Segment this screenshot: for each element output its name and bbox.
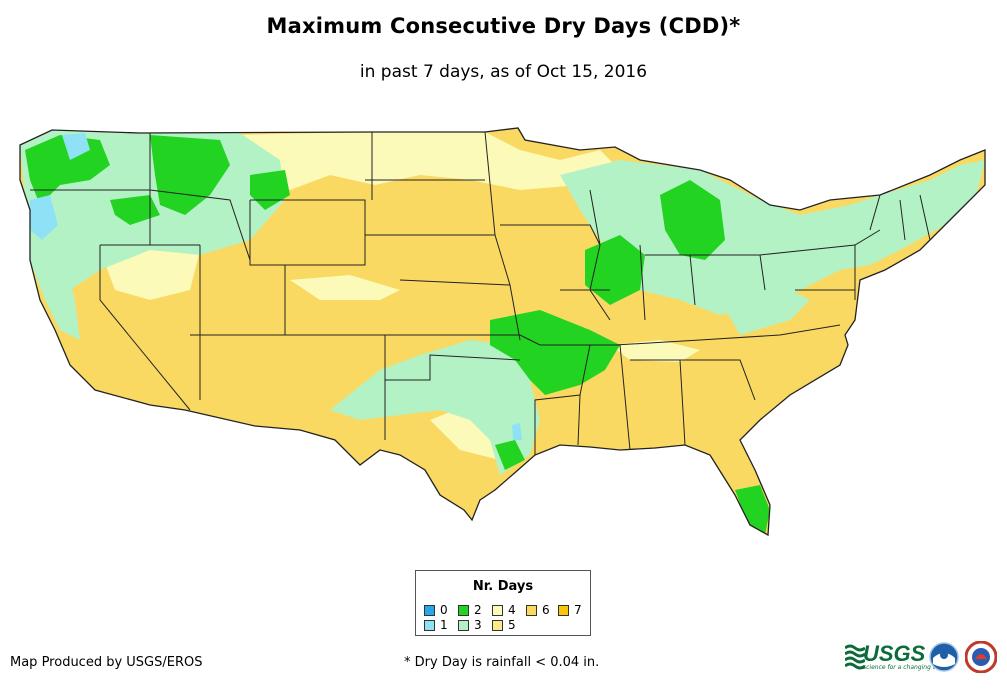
state-borders xyxy=(19,127,986,537)
usgs-logo-icon xyxy=(845,644,865,670)
zone-2-florida xyxy=(735,485,770,535)
legend-label: 5 xyxy=(508,618,516,632)
cdd-zones xyxy=(20,130,985,535)
legend-item-6: 6 xyxy=(526,604,550,616)
legend-swatch xyxy=(458,604,469,616)
zone-2-texas-coast xyxy=(495,440,525,470)
zone-1-louisiana xyxy=(512,423,522,440)
zone-4-colorado xyxy=(290,275,400,300)
legend-swatch xyxy=(492,619,503,631)
legend-swatch xyxy=(492,604,503,616)
legend-label: 3 xyxy=(474,618,482,632)
zone-1-oregon-coast xyxy=(30,195,58,240)
legend-label: 7 xyxy=(574,603,582,617)
legend-label: 6 xyxy=(542,603,550,617)
legend-swatch xyxy=(424,604,435,616)
legend-swatch xyxy=(424,619,435,631)
map-credit: Map Produced by USGS/EROS xyxy=(10,655,203,670)
legend-item-3: 3 xyxy=(458,619,482,631)
usgs-tagline: science for a changing world xyxy=(863,664,950,671)
noaa-logo-icon xyxy=(929,642,959,672)
legend-item-0: 0 xyxy=(424,604,448,616)
legend-title: Nr. Days xyxy=(472,579,534,594)
legend-item-4: 4 xyxy=(492,604,516,616)
zone-2-oregon xyxy=(110,195,160,225)
zone-3-appalachia xyxy=(720,285,810,335)
dry-day-footnote: * Dry Day is rainfall < 0.04 in. xyxy=(404,655,600,670)
legend-label: 1 xyxy=(440,618,448,632)
legend-item-2: 2 xyxy=(458,604,482,616)
usgs-logo-text: USGS xyxy=(863,641,926,666)
legend-item-1: 1 xyxy=(424,619,448,631)
zone-2-illinois xyxy=(585,235,645,305)
legend-swatch xyxy=(458,619,469,631)
zone-2-idaho-montana xyxy=(150,135,230,215)
legend-item-7: 7 xyxy=(558,604,582,616)
zone-2-arkansas xyxy=(490,310,620,395)
legend-item-5: 5 xyxy=(492,619,516,631)
us-cdd-map xyxy=(19,127,986,537)
zone-2-michigan xyxy=(660,180,725,260)
map-title: Maximum Consecutive Dry Days (CDD)* xyxy=(266,14,741,38)
zone-1-washington xyxy=(62,133,90,160)
zone-4-plains xyxy=(230,132,620,195)
legend: Nr. Days 0 1 2 3 4 5 6 7 xyxy=(415,570,591,636)
zone-3-westcoast xyxy=(30,240,80,340)
legend-label: 2 xyxy=(474,603,482,617)
legend-swatch xyxy=(526,604,537,616)
map-subtitle: in past 7 days, as of Oct 15, 2016 xyxy=(359,62,648,82)
nws-logo-icon xyxy=(965,641,997,673)
legend-label: 0 xyxy=(440,603,448,617)
zone-3-texas-oklahoma xyxy=(330,340,540,475)
legend-swatch xyxy=(558,604,569,616)
legend-label: 4 xyxy=(508,603,516,617)
agency-logos: USGS science for a changing world xyxy=(845,640,1005,680)
zone-2-washington xyxy=(25,135,110,205)
zone-4-tennessee xyxy=(610,340,700,362)
